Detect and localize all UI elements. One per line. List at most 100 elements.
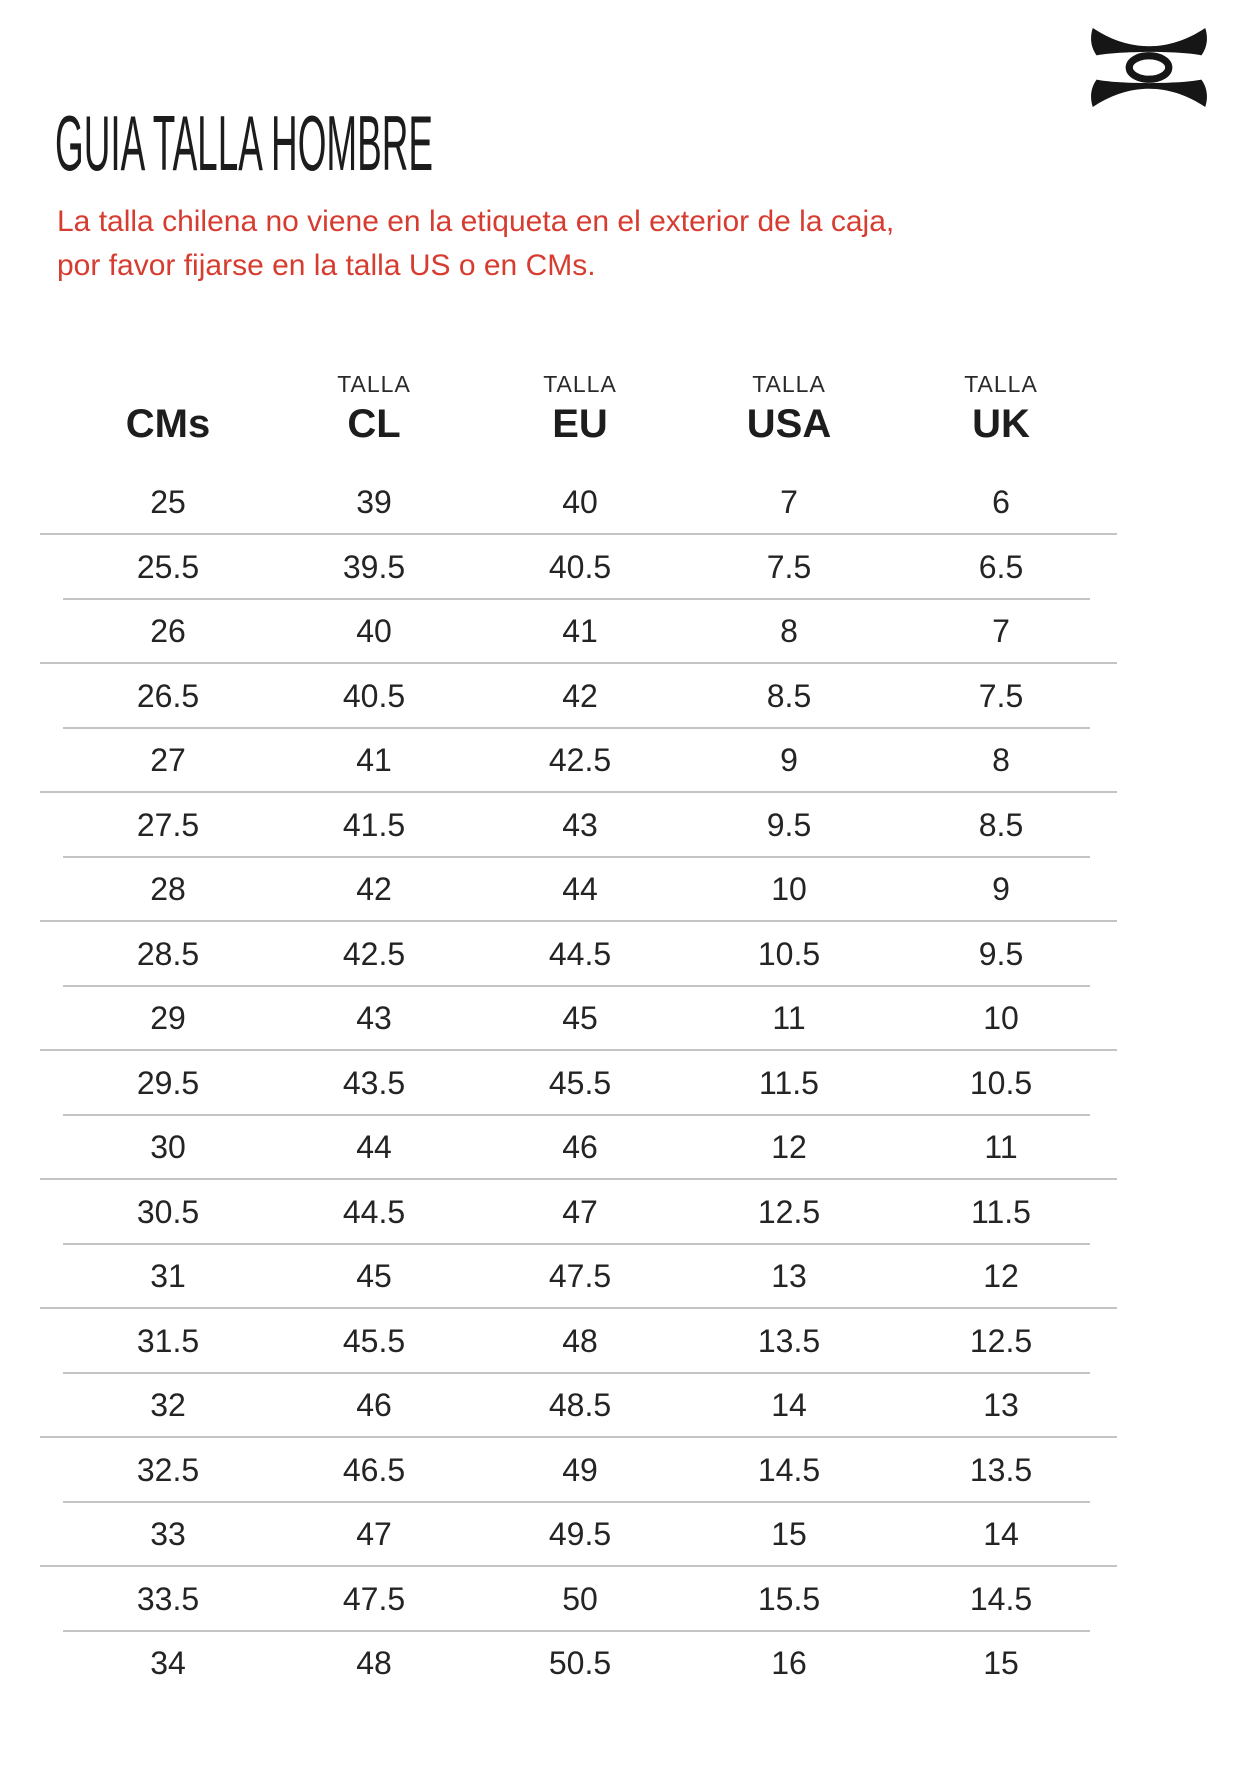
table-row: 26.5 40.5 42 8.5 7.5	[63, 664, 1250, 729]
table-cell: 26.5	[136, 677, 200, 714]
table-cell: 13.5	[757, 1322, 821, 1359]
table-cell: 28	[150, 871, 186, 908]
table-cell: 40	[356, 613, 392, 650]
table-cell: 30	[150, 1129, 186, 1166]
table-cell: 42	[356, 871, 392, 908]
table-row: 31.5 45.5 48 13.5 12.5	[63, 1309, 1250, 1374]
table-cell: 14.5	[969, 1580, 1033, 1617]
table-cell: 30.5	[136, 1193, 200, 1230]
table-row: 30 44 46 12 11	[40, 1116, 1250, 1181]
table-row: 28 42 44 10 9	[40, 858, 1250, 923]
header-talla-label	[65, 364, 271, 404]
table-cell: 42.5	[342, 935, 406, 972]
table-cell: 43	[562, 806, 598, 843]
table-cell: 7	[992, 613, 1010, 650]
table-cell: 13	[983, 1387, 1019, 1424]
header-main-label: CMs	[125, 402, 211, 446]
size-table: CMs TALLA CL TALLA EU TALLA USA TALLA UK 25 39 40 7…	[0, 364, 1250, 1696]
table-cell: 47.5	[548, 1258, 612, 1295]
table-cell: 43	[356, 1000, 392, 1037]
table-cell: 11.5	[971, 1193, 1031, 1230]
table-cell: 46	[356, 1387, 392, 1424]
table-cell: 7	[780, 484, 798, 521]
table-cell: 29.5	[136, 1064, 200, 1101]
table-cell: 11	[772, 1000, 806, 1037]
table-row: 29 43 45 11 10	[40, 987, 1250, 1052]
table-row: 32.5 46.5 49 14.5 13.5	[63, 1438, 1250, 1503]
table-cell: 9.5	[766, 806, 812, 843]
table-cell: 12.5	[969, 1322, 1033, 1359]
table-cell: 27	[150, 742, 186, 779]
header-main-label: EU	[552, 402, 608, 446]
table-cell: 9	[992, 871, 1010, 908]
under-armour-logo-icon	[1088, 28, 1210, 107]
table-cell: 14	[771, 1387, 807, 1424]
table-cell: 40.5	[548, 548, 612, 585]
table-row: 29.5 43.5 45.5 11.5 10.5	[63, 1051, 1250, 1116]
table-cell: 16	[771, 1645, 807, 1682]
table-cell: 9	[780, 742, 798, 779]
header-talla-label: TALLA	[752, 371, 826, 397]
table-cell: 50.5	[548, 1645, 612, 1682]
table-row: 31 45 47.5 13 12	[40, 1245, 1250, 1310]
table-cell: 13.5	[969, 1451, 1033, 1488]
header-cell: TALLA UK	[895, 364, 1107, 448]
table-cell: 41	[562, 613, 598, 650]
table-cell: 15	[771, 1516, 807, 1553]
table-cell: 31.5	[136, 1322, 200, 1359]
header-main-label: UK	[972, 402, 1030, 446]
table-cell: 8	[992, 742, 1010, 779]
table-cell: 39.5	[342, 548, 406, 585]
table-cell: 8.5	[766, 677, 812, 714]
table-cell: 44	[562, 871, 598, 908]
table-row: 27 41 42.5 9 8	[40, 729, 1250, 794]
header-talla-label: TALLA	[337, 371, 411, 397]
table-cell: 26	[150, 613, 186, 650]
header-talla-label: TALLA	[964, 371, 1038, 397]
table-cell: 11.5	[759, 1064, 819, 1101]
table-cell: 28.5	[136, 935, 200, 972]
table-cell: 41	[356, 742, 392, 779]
table-cell: 25	[150, 484, 186, 521]
page-title: GUIA TALLA HOMBRE	[55, 99, 434, 187]
table-cell: 46	[562, 1129, 598, 1166]
table-cell: 48.5	[548, 1387, 612, 1424]
table-cell: 15.5	[757, 1580, 821, 1617]
table-cell: 47.5	[342, 1580, 406, 1617]
table-cell: 32	[150, 1387, 186, 1424]
table-cell: 40	[562, 484, 598, 521]
table-cell: 7.5	[766, 548, 812, 585]
table-cell: 41.5	[342, 806, 406, 843]
table-cell: 43.5	[342, 1064, 406, 1101]
table-cell: 15	[983, 1645, 1019, 1682]
table-cell: 9.5	[978, 935, 1024, 972]
header-cell: CMs	[65, 364, 271, 448]
table-cell: 25.5	[136, 548, 200, 585]
table-cell: 50	[562, 1580, 598, 1617]
table-cell: 44.5	[342, 1193, 406, 1230]
table-cell: 8	[780, 613, 798, 650]
table-cell: 10.5	[969, 1064, 1033, 1101]
header-talla-label: TALLA	[543, 371, 617, 397]
table-cell: 10.5	[757, 935, 821, 972]
table-cell: 8.5	[978, 806, 1024, 843]
header-main-label: USA	[746, 402, 832, 446]
table-cell: 39	[356, 484, 392, 521]
table-cell: 34	[150, 1645, 186, 1682]
table-cell: 14.5	[757, 1451, 821, 1488]
table-cell: 49.5	[548, 1516, 612, 1553]
table-cell: 45	[356, 1258, 392, 1295]
header-main-label: CL	[347, 402, 401, 446]
header-cell: TALLA USA	[683, 364, 895, 448]
table-row: 25 39 40 7 6	[40, 471, 1250, 536]
table-cell: 32.5	[136, 1451, 200, 1488]
table-cell: 46.5	[342, 1451, 406, 1488]
table-cell: 12.5	[757, 1193, 821, 1230]
table-row: 28.5 42.5 44.5 10.5 9.5	[63, 922, 1250, 987]
table-cell: 6	[992, 484, 1010, 521]
table-cell: 13	[771, 1258, 807, 1295]
table-cell: 12	[983, 1258, 1019, 1295]
table-cell: 45.5	[342, 1322, 406, 1359]
table-cell: 45.5	[548, 1064, 612, 1101]
notice-line-1: La talla chilena no viene en la etiqueta…	[57, 205, 895, 238]
